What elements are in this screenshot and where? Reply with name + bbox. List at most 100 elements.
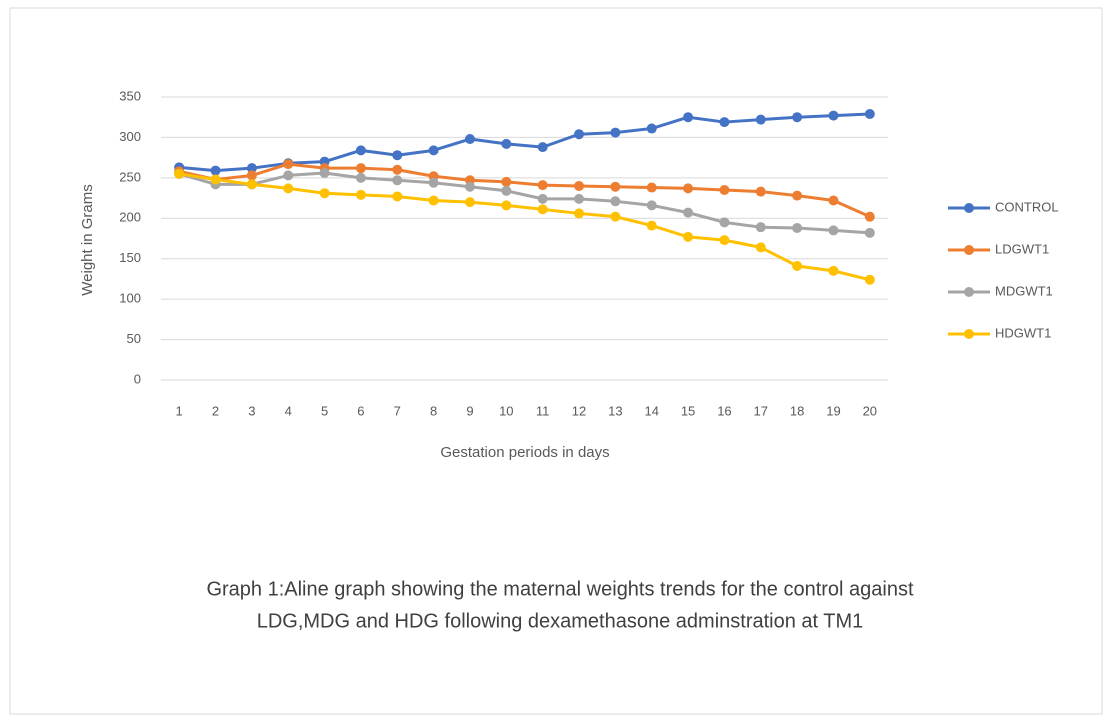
x-tick-label: 6	[357, 403, 364, 418]
marker	[464, 181, 475, 192]
y-tick-label: 0	[134, 371, 141, 386]
marker	[864, 108, 875, 119]
x-tick-label: 8	[430, 403, 437, 418]
marker	[464, 197, 475, 208]
marker	[755, 114, 766, 125]
marker	[392, 175, 403, 186]
marker	[355, 189, 366, 200]
series-line	[178, 171, 870, 235]
marker	[683, 207, 694, 218]
marker	[428, 195, 439, 206]
marker	[501, 138, 512, 149]
marker	[792, 222, 803, 233]
x-tick-label: 2	[212, 403, 219, 418]
marker	[283, 159, 294, 170]
marker	[392, 164, 403, 175]
marker	[719, 117, 730, 128]
x-tick-label: 10	[499, 403, 513, 418]
marker	[646, 182, 657, 193]
marker	[246, 170, 257, 181]
marker	[355, 172, 366, 183]
marker	[755, 222, 766, 233]
marker	[283, 183, 294, 194]
y-tick-label: 150	[119, 250, 141, 265]
x-tick-label: 17	[754, 403, 768, 418]
x-tick-label: 11	[536, 403, 550, 418]
marker	[719, 235, 730, 246]
x-tick-label: 5	[321, 403, 328, 418]
marker	[792, 112, 803, 123]
marker	[864, 227, 875, 238]
marker	[501, 185, 512, 196]
marker	[610, 211, 621, 222]
caption: LDG,MDG and HDG following dexamethasone …	[257, 610, 864, 632]
marker	[283, 170, 294, 181]
y-axis-label: Weight in Grams	[79, 184, 96, 295]
marker	[319, 188, 330, 199]
marker	[574, 193, 585, 204]
marker	[828, 265, 839, 276]
marker	[828, 110, 839, 121]
legend-label: CONTROL	[995, 199, 1059, 214]
x-tick-label: 14	[644, 403, 658, 418]
series-line	[178, 172, 871, 282]
marker	[646, 220, 657, 231]
x-tick-label: 19	[826, 403, 840, 418]
y-tick-label: 100	[119, 291, 141, 306]
y-tick-label: 50	[127, 331, 141, 346]
marker	[610, 181, 621, 192]
marker	[537, 142, 548, 153]
marker	[501, 200, 512, 211]
x-tick-label: 18	[790, 403, 804, 418]
marker	[574, 180, 585, 191]
marker	[319, 168, 330, 179]
series-line	[178, 162, 871, 219]
marker	[246, 163, 257, 174]
legend-label: HDGWT1	[995, 325, 1051, 340]
y-tick-label: 350	[119, 88, 141, 103]
marker	[537, 180, 548, 191]
marker	[646, 200, 657, 211]
marker	[755, 186, 766, 197]
marker	[210, 165, 221, 176]
marker	[683, 183, 694, 194]
x-tick-label: 13	[608, 403, 622, 418]
marker	[537, 204, 548, 215]
legend-marker	[964, 287, 974, 297]
marker	[574, 129, 585, 140]
marker	[683, 112, 694, 123]
series-line	[179, 112, 870, 173]
x-tick-label: 12	[572, 403, 586, 418]
marker	[719, 217, 730, 228]
marker	[864, 274, 875, 285]
marker	[501, 176, 512, 187]
y-tick-label: 200	[119, 210, 141, 225]
marker	[174, 168, 185, 179]
marker	[537, 193, 548, 204]
x-axis-label: Gestation periods in days	[440, 444, 609, 461]
marker	[428, 145, 439, 156]
marker	[355, 163, 366, 174]
marker	[719, 184, 730, 195]
marker	[574, 208, 585, 219]
legend-label: MDGWT1	[995, 283, 1053, 298]
marker	[864, 211, 875, 222]
chart-border	[9, 7, 1103, 715]
caption: Graph 1:Aline graph showing the maternal…	[206, 578, 914, 600]
marker	[610, 196, 621, 207]
marker	[792, 190, 803, 201]
marker	[828, 195, 839, 206]
legend-label: LDGWT1	[995, 241, 1049, 256]
marker	[755, 242, 766, 253]
marker	[246, 179, 257, 190]
legend-marker	[964, 203, 974, 213]
marker	[355, 145, 366, 156]
x-tick-label: 1	[176, 403, 183, 418]
x-tick-label: 16	[717, 403, 731, 418]
marker	[392, 150, 403, 161]
y-tick-label: 250	[119, 169, 141, 184]
x-tick-label: 7	[394, 403, 401, 418]
legend-marker	[964, 245, 974, 255]
marker	[610, 127, 621, 138]
